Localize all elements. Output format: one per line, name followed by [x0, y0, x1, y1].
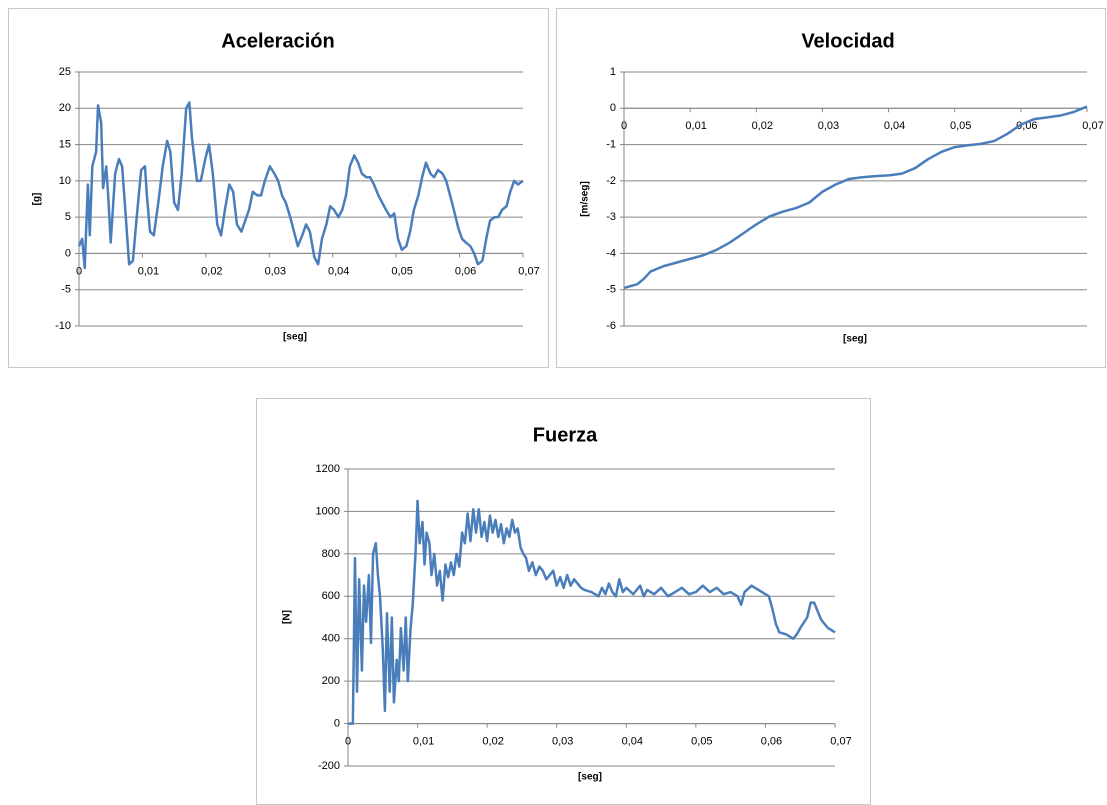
y-tick-label: -4 [606, 247, 616, 259]
y-tick-label: 1 [610, 66, 616, 78]
x-tick-label: 0,07 [830, 735, 851, 747]
x-tick-label: 0 [345, 735, 351, 747]
x-tick-label: 0,02 [201, 265, 222, 277]
x-tick-label: 0,03 [265, 265, 286, 277]
y-tick-label: 1200 [316, 463, 340, 475]
x-tick-label: 0,07 [1082, 120, 1103, 132]
x-tick-label: 0,05 [691, 735, 712, 747]
x-tick-label: 0,05 [391, 265, 412, 277]
x-tick-label: 0,06 [1016, 120, 1037, 132]
y-tick-label: 400 [322, 633, 340, 645]
y-tick-label: 20 [59, 102, 71, 114]
x-tick-label: 0,01 [138, 265, 159, 277]
x-tick-label: 0,02 [752, 120, 773, 132]
x-tick-label: 0,07 [518, 265, 539, 277]
y-tick-label: -2 [606, 175, 616, 187]
y-tick-label: -5 [606, 284, 616, 296]
x-axis-title: [seg] [843, 334, 867, 345]
y-tick-label: 800 [322, 548, 340, 560]
y-tick-label: 25 [59, 66, 71, 78]
y-tick-label: -200 [318, 760, 340, 772]
chart-border [556, 8, 1106, 368]
chart-title: Aceleración [221, 30, 334, 52]
y-axis-title: [N] [282, 610, 293, 624]
y-axis-title: [g] [32, 193, 43, 206]
y-tick-label: 0 [334, 717, 340, 729]
y-tick-label: -1 [606, 138, 616, 150]
y-tick-label: 200 [322, 675, 340, 687]
x-tick-label: 0 [621, 120, 627, 132]
y-tick-label: 0 [610, 102, 616, 114]
chart-border [8, 8, 549, 368]
y-tick-label: 15 [59, 138, 71, 150]
x-tick-label: 0,03 [818, 120, 839, 132]
y-tick-label: -3 [606, 211, 616, 223]
y-axis-title: [m/seg] [580, 181, 591, 217]
data-line [77, 101, 524, 270]
y-tick-label: 600 [322, 590, 340, 602]
y-tick-label: 1000 [316, 505, 340, 517]
data-line [623, 105, 1088, 290]
x-tick-label: 0,03 [552, 735, 573, 747]
y-tick-label: 5 [65, 211, 71, 223]
x-tick-label: 0,01 [413, 735, 434, 747]
x-axis-title: [seg] [578, 772, 602, 783]
x-tick-label: 0,05 [950, 120, 971, 132]
x-tick-label: 0,01 [685, 120, 706, 132]
y-tick-label: -5 [61, 284, 71, 296]
y-tick-label: 10 [59, 175, 71, 187]
y-tick-label: 0 [65, 247, 71, 259]
x-tick-label: 0,02 [482, 735, 503, 747]
x-tick-label: 0,04 [622, 735, 643, 747]
y-tick-label: -6 [606, 320, 616, 332]
chart-title: Fuerza [533, 424, 598, 446]
x-tick-label: 0,04 [884, 120, 905, 132]
x-tick-label: 0,04 [328, 265, 349, 277]
x-tick-label: 0 [76, 265, 82, 277]
chart-title: Velocidad [801, 30, 894, 52]
data-line [348, 499, 836, 725]
y-tick-label: -10 [55, 320, 71, 332]
x-axis-title: [seg] [283, 332, 307, 343]
x-tick-label: 0,06 [455, 265, 476, 277]
x-tick-label: 0,06 [761, 735, 782, 747]
